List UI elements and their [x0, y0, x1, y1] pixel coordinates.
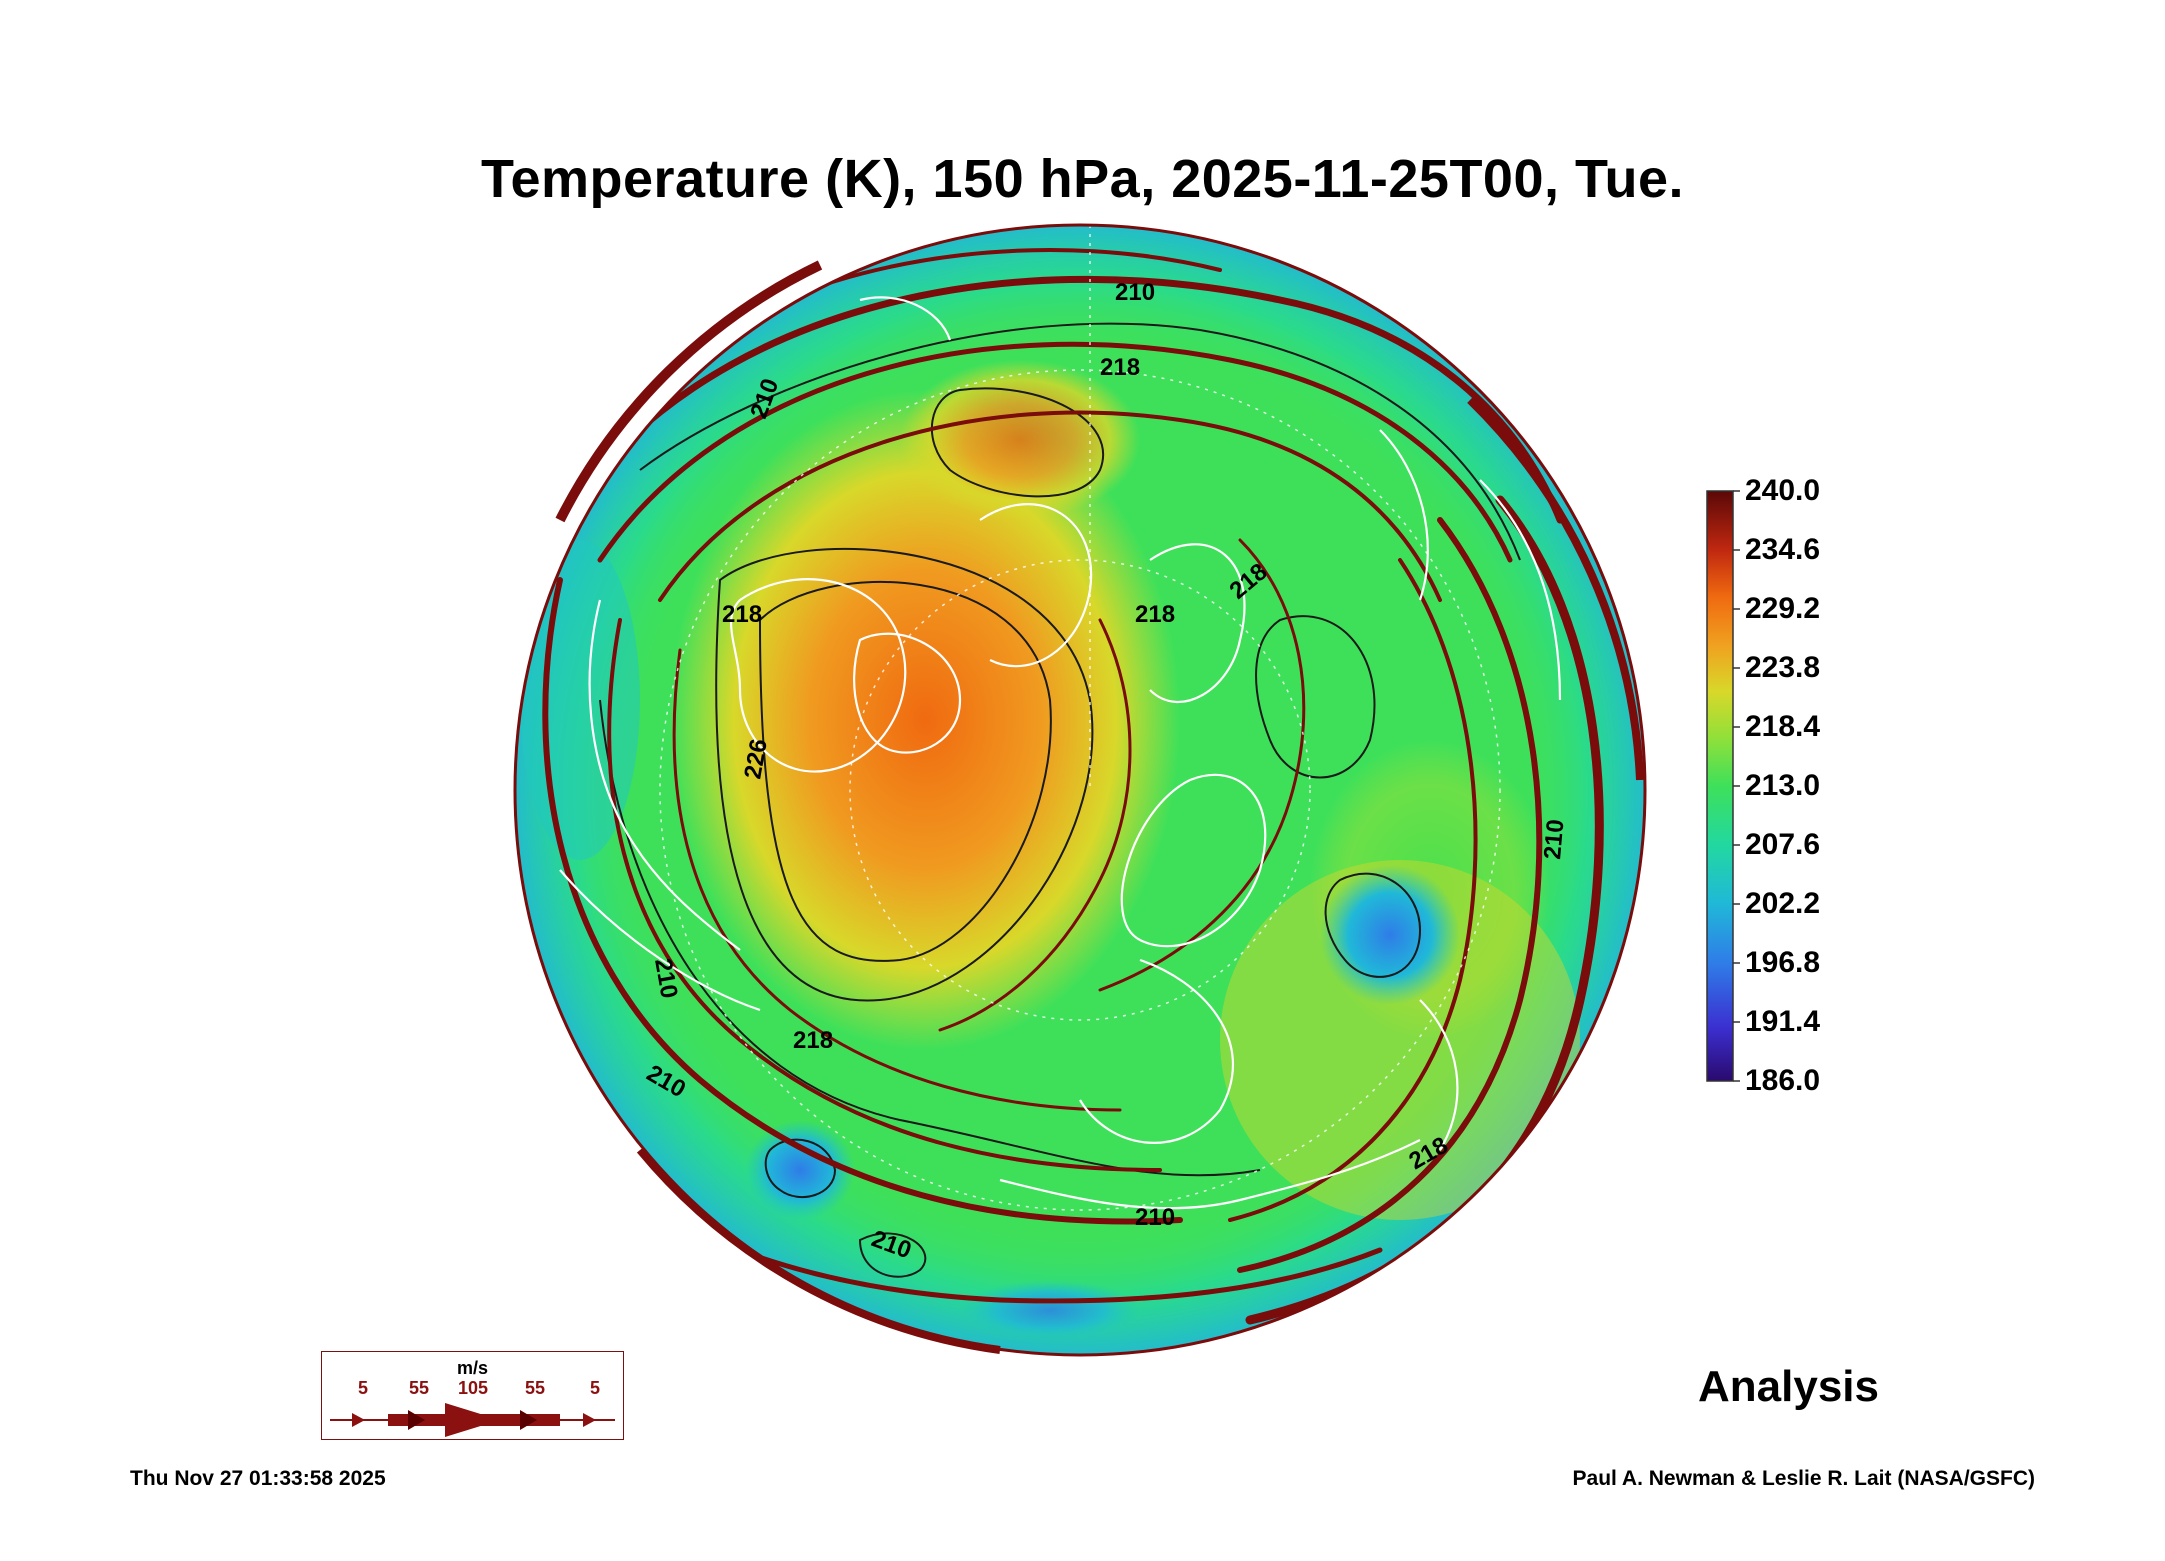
- colorbar-tick-label: 218.4: [1745, 710, 1821, 743]
- colorbar-tick-label: 207.6: [1745, 828, 1821, 861]
- timestamp: Thu Nov 27 01:33:58 2025: [130, 1467, 386, 1490]
- contour-label: 218: [1100, 354, 1140, 381]
- rim-jet-east: [1467, 397, 1644, 781]
- wind-legend: m/s 5 55 105 55 5: [321, 1351, 624, 1440]
- contour-label: 210: [1135, 1204, 1175, 1231]
- analysis-label: Analysis: [1698, 1362, 1879, 1411]
- wind-legend-value: 5: [589, 1378, 601, 1398]
- wind-legend-value: 5: [357, 1378, 369, 1398]
- colorbar-ticks: [1733, 490, 1740, 1082]
- colorbar-tick-label: 229.2: [1745, 592, 1821, 625]
- wind-legend-arrow: [330, 1403, 615, 1437]
- wind-legend-unit: m/s: [456, 1358, 489, 1378]
- colorbar-tick-label: 202.2: [1745, 887, 1821, 920]
- chart-title: Temperature (K), 150 hPa, 2025-11-25T00,…: [480, 149, 1684, 209]
- graticule: [659, 225, 1501, 1211]
- wind-legend-value: 55: [524, 1378, 546, 1398]
- temperature-field: [515, 225, 1645, 1355]
- rim-jet-south: [636, 1147, 1001, 1354]
- coastlines: [559, 296, 1562, 1210]
- colorbar-tick-label: 234.6: [1745, 533, 1821, 566]
- contour-label: 218: [722, 601, 762, 628]
- rim-jet-northwest: [555, 260, 823, 523]
- colorbar-tick-label: 223.8: [1745, 651, 1821, 684]
- wind-streamlines: [537, 248, 1604, 1325]
- credit: Paul A. Newman & Leslie R. Lait (NASA/GS…: [1572, 1467, 2035, 1490]
- wind-legend-value: 55: [408, 1378, 430, 1398]
- contour-label: 210: [1539, 818, 1569, 860]
- contour-label: 218: [793, 1027, 833, 1054]
- colorbar-tick-label: 213.0: [1745, 769, 1821, 802]
- colorbar-tick-label: 196.8: [1745, 946, 1821, 979]
- globe-outline: [513, 223, 1647, 1357]
- colorbar-tick-label: 186.0: [1745, 1064, 1821, 1097]
- contour-label: 210: [1115, 279, 1155, 306]
- contour-label: 218: [1135, 601, 1175, 628]
- colorbar-tick-label: 191.4: [1745, 1005, 1821, 1038]
- wind-legend-value: 105: [457, 1378, 489, 1398]
- colorbar-tick-label: 240.0: [1745, 474, 1821, 507]
- colorbar: [1706, 490, 1734, 1082]
